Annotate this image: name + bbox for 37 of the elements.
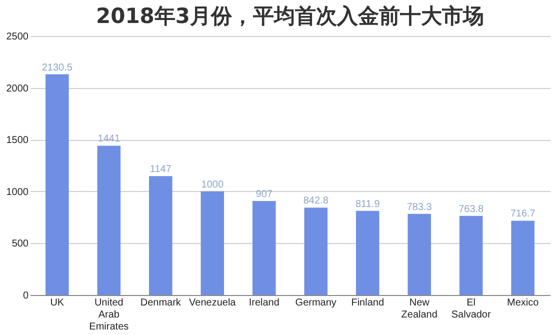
bar [356,210,380,295]
bar [97,146,121,295]
y-tick-label: 500 [12,238,29,250]
x-tick-label: UK [50,298,64,308]
x-tick-label: Germany [295,298,336,308]
bar [252,201,276,295]
x-tick-label: United Arab Emirates [89,298,129,332]
data-label: 763.8 [458,204,484,215]
bar [200,191,224,295]
data-label: 716.7 [510,208,536,220]
data-label: 1441 [98,134,120,145]
y-tick-label: 0 [22,290,29,302]
y-tick-label: 1000 [6,186,29,198]
chart-title: 2018年3月份，平均首次入金前十大市场 [96,4,484,28]
data-label: 1000 [201,179,224,190]
data-label: 1147 [150,164,172,176]
x-tick-label: El Salvador [451,298,492,320]
data-label: 811.9 [355,198,380,210]
bar [459,216,483,295]
x-tick-label: Finland [351,298,384,308]
x-tick-label: Venezuela [189,298,236,308]
data-label: 842.8 [303,196,329,207]
x-tick-label: Ireland [248,298,280,308]
bar [304,208,328,295]
data-label: 907 [256,189,273,200]
bar [46,74,69,295]
bar [511,220,534,295]
x-tick-label: Mexico [506,298,540,308]
y-tick-label: 2500 [6,32,29,42]
data-label: 2130.5 [42,62,73,74]
x-tick-label: New Zealand [401,298,438,320]
y-tick-label: 2000 [6,83,29,94]
bar [149,176,172,295]
x-tick-label: Denmark [140,298,182,308]
data-label: 783.3 [406,202,432,213]
bar [408,214,431,295]
y-tick-label: 1500 [6,135,29,146]
